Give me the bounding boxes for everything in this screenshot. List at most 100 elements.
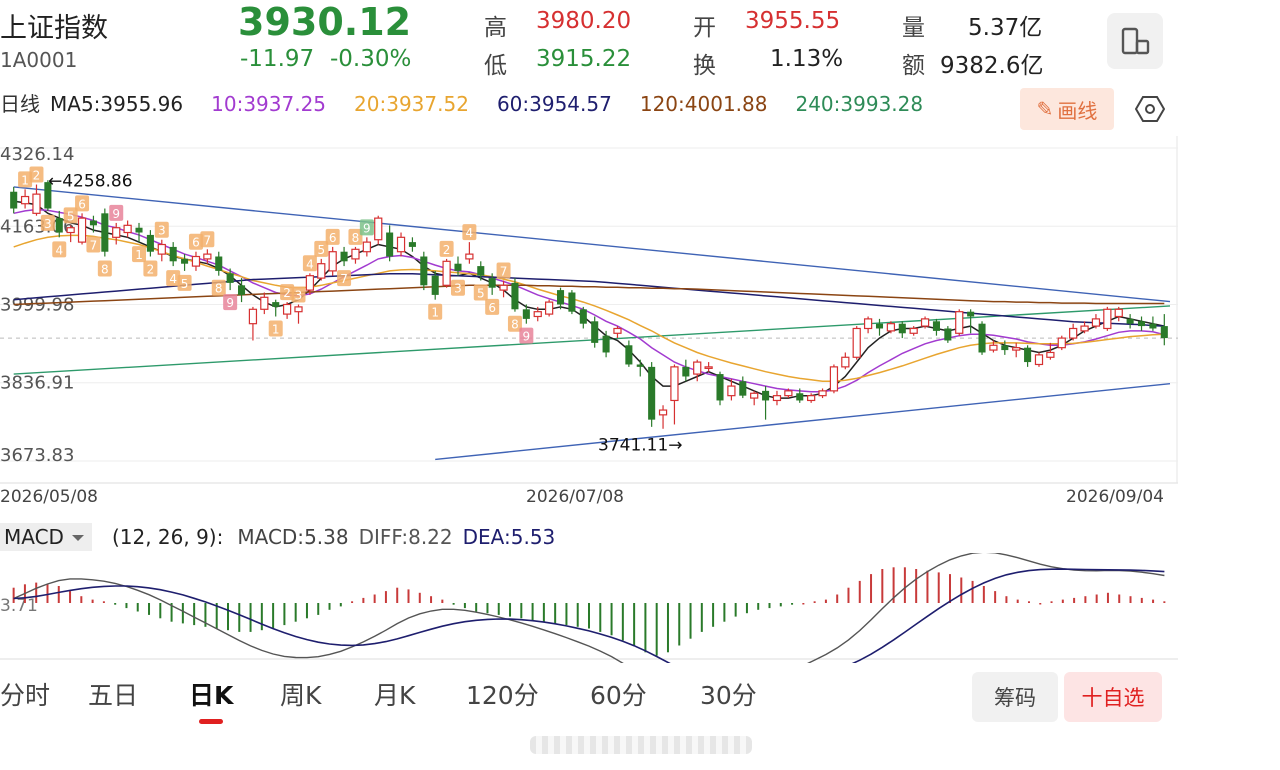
ma-line-ma5 <box>13 200 1165 399</box>
trend-line <box>13 186 1171 303</box>
stat-turnover-label: 换 <box>693 53 716 79</box>
candle-body <box>533 311 542 318</box>
macd-label: MACD: <box>237 525 305 549</box>
tab-five-day[interactable]: 五日 <box>88 681 139 710</box>
candle-body <box>818 390 827 397</box>
chip-distribution-button[interactable]: 筹码 <box>972 672 1058 722</box>
candle-body <box>944 328 952 341</box>
candle-body <box>328 251 337 272</box>
home-indicator <box>530 736 752 754</box>
macd-chart[interactable]: 3.71 <box>0 553 1180 663</box>
candle-body <box>544 301 554 315</box>
macd-dea-line <box>13 568 1165 663</box>
td-sequence-badge <box>188 233 203 250</box>
tab-daily-k[interactable]: 日K <box>189 681 234 710</box>
td-sequence-number: 6 <box>329 231 337 245</box>
stat-volume-value: 5.37亿 <box>968 15 1043 41</box>
candle-body <box>784 390 793 397</box>
td-sequence-number: 8 <box>511 318 519 332</box>
td-sequence-badge <box>132 246 147 263</box>
td-sequence-badge <box>154 221 169 238</box>
td-sequence-number: 3 <box>44 217 52 231</box>
td-sequence-badge <box>75 195 90 212</box>
candle-body <box>716 374 724 401</box>
candle-body <box>682 366 690 377</box>
macd-diff-line <box>13 553 1165 663</box>
candle-body <box>579 309 587 324</box>
td-sequence-number: 6 <box>192 236 200 250</box>
landscape-toggle-button[interactable] <box>1107 13 1163 69</box>
candle-body <box>260 296 269 310</box>
ma-line-ma20 <box>13 234 1165 383</box>
candle-body <box>157 243 166 255</box>
candle-body <box>1046 351 1055 358</box>
stat-open-value: 3955.55 <box>745 8 841 34</box>
price-change: -11.97 <box>240 46 315 72</box>
candle-body <box>248 308 258 325</box>
candle-body <box>32 193 41 214</box>
candle-body <box>1057 337 1066 349</box>
ma120-value: 4001.88 <box>684 92 768 116</box>
stat-high-value: 3980.20 <box>536 8 632 34</box>
macd-value: 5.38 <box>304 525 349 549</box>
candle-body <box>1160 326 1168 339</box>
x-tick-label: 2026/05/08 <box>0 487 98 506</box>
candle-body <box>1137 321 1146 327</box>
stat-open-label: 开 <box>693 15 716 41</box>
td-sequence-badge <box>40 214 55 231</box>
candle-body <box>146 234 154 252</box>
td-sequence-badge <box>86 236 101 253</box>
x-tick-label: 2026/09/04 <box>1066 487 1164 506</box>
ma-legend: 日线 MA5:3955.96 10:3937.25 20:3937.52 60:3954… <box>0 88 951 117</box>
dea-value: 5.53 <box>510 525 556 549</box>
td-sequence-number: 5 <box>477 287 485 301</box>
ma240-value: 3993.28 <box>840 92 924 116</box>
tab-weekly-k[interactable]: 周K <box>280 681 322 710</box>
tab-120-min[interactable]: 120分 <box>466 681 539 710</box>
candle-body <box>112 227 121 238</box>
td-sequence-badge <box>223 294 238 311</box>
tab-intraday[interactable]: 分时 <box>0 681 51 710</box>
stat-high-label: 高 <box>484 15 507 41</box>
draw-line-button[interactable]: ✎ 画线 <box>1020 88 1114 130</box>
ma5-item: MA5:3955.96 <box>50 92 197 116</box>
candle-body <box>727 385 736 397</box>
ma-line-ma10 <box>13 208 1165 393</box>
tab-monthly-k[interactable]: 月K <box>374 681 416 710</box>
candle-body <box>750 392 759 399</box>
candle-body <box>305 275 315 291</box>
add-favorite-button[interactable]: 十自选 <box>1064 672 1162 722</box>
candle-body <box>863 318 873 330</box>
candle-body <box>1024 347 1032 363</box>
candle-body <box>670 366 679 402</box>
candle-body <box>852 327 861 358</box>
candle-body <box>442 260 451 286</box>
candle-body <box>396 236 406 253</box>
dea-label: DEA: <box>462 525 511 549</box>
candle-body <box>602 335 610 353</box>
ma5-label: MA5: <box>50 92 101 116</box>
ma240-item: 240:3993.28 <box>795 92 937 116</box>
stat-turnover-value: 1.13% <box>770 46 844 72</box>
td-sequence-number: 7 <box>90 239 98 253</box>
stat-low-label: 低 <box>484 53 507 79</box>
ma5-value: 3955.96 <box>100 92 184 116</box>
td-sequence-number: 7 <box>340 272 348 286</box>
tab-30-min[interactable]: 30分 <box>700 681 757 710</box>
candle-body <box>978 323 986 353</box>
td-sequence-number: 6 <box>78 197 86 211</box>
td-sequence-badge <box>268 320 283 337</box>
td-sequence-badge <box>439 240 454 257</box>
candle-body <box>796 393 804 401</box>
chart-settings-button[interactable] <box>1134 94 1166 124</box>
macd-y-tick: 3.71 <box>0 596 38 616</box>
candle-body <box>20 195 30 205</box>
candle-body <box>499 284 508 291</box>
period-label[interactable]: 日线 <box>0 92 40 116</box>
tab-60-min[interactable]: 60分 <box>590 681 647 710</box>
candle-body <box>488 278 496 288</box>
indicator-select[interactable]: MACD <box>0 523 92 551</box>
td-sequence-number: 6 <box>488 301 496 315</box>
stat-low-value: 3915.22 <box>536 46 632 72</box>
